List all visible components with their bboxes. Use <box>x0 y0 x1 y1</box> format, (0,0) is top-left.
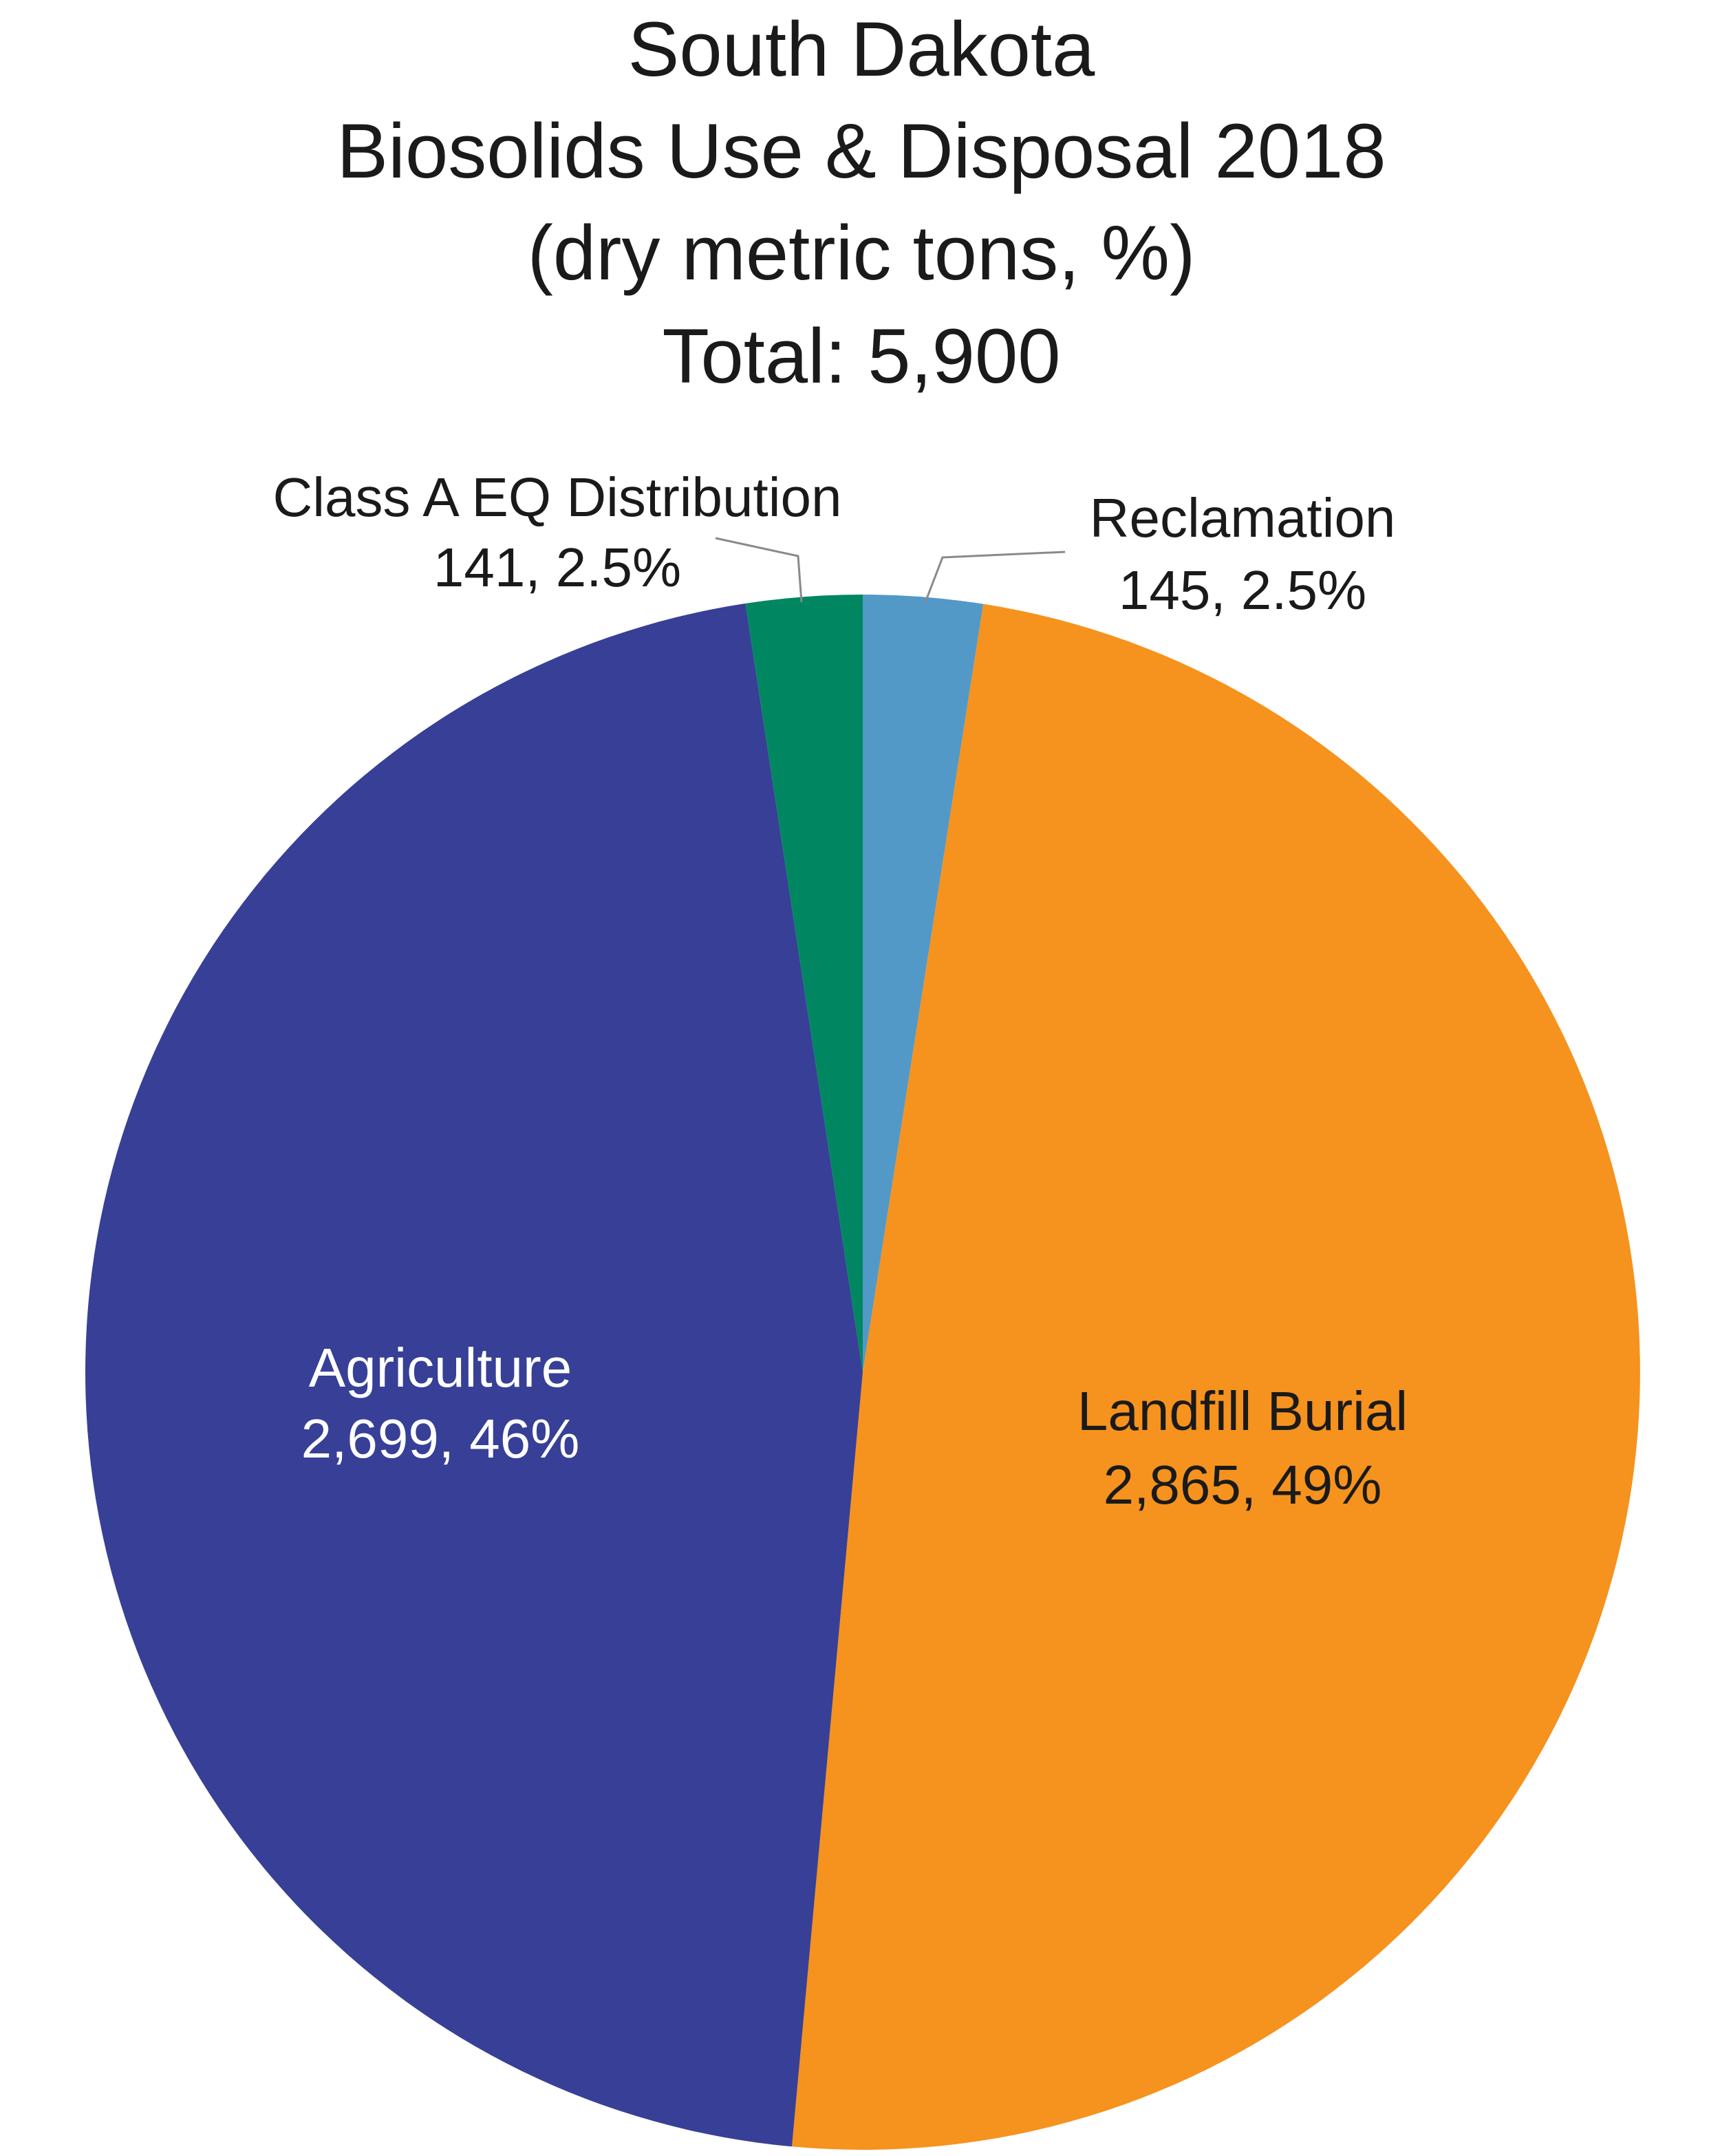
slice-label-value-landfill: 2,865, 49% <box>1104 1454 1382 1515</box>
chart-title-line-3: (dry metric tons, %) <box>528 210 1196 296</box>
slice-labels: Reclamation 145, 2.5% Landfill Burial 2,865… <box>273 467 1408 1515</box>
leader-line-reclamation <box>924 551 1066 603</box>
slice-label-value-reclamation: 145, 2.5% <box>1119 559 1366 621</box>
slice-label-name-agriculture: Agriculture <box>309 1337 572 1398</box>
pie-slice-class-a-eq <box>745 595 863 1372</box>
chart-title-line-1: South Dakota <box>628 6 1095 92</box>
chart-title-line-4: Total: 5,900 <box>662 313 1060 399</box>
chart-title: South Dakota Biosolids Use & Disposal 20… <box>336 6 1386 399</box>
slice-label-value-class-a-eq: 141, 2.5% <box>433 537 681 598</box>
slice-label-name-class-a-eq: Class A EQ Distribution <box>273 467 842 528</box>
slice-label-name-reclamation: Reclamation <box>1090 487 1396 548</box>
pie-slice-agriculture <box>85 603 863 2147</box>
leader-lines <box>715 537 1066 603</box>
pie-slice-reclamation <box>863 595 984 1372</box>
pie-slices <box>85 595 1640 2150</box>
slice-label-name-landfill: Landfill Burial <box>1077 1380 1408 1442</box>
chart-title-line-2: Biosolids Use & Disposal 2018 <box>336 108 1386 194</box>
pie-slice-landfill <box>791 604 1640 2150</box>
slice-label-value-agriculture: 2,699, 46% <box>301 1408 580 1469</box>
leader-line-class-a-eq <box>715 537 803 603</box>
